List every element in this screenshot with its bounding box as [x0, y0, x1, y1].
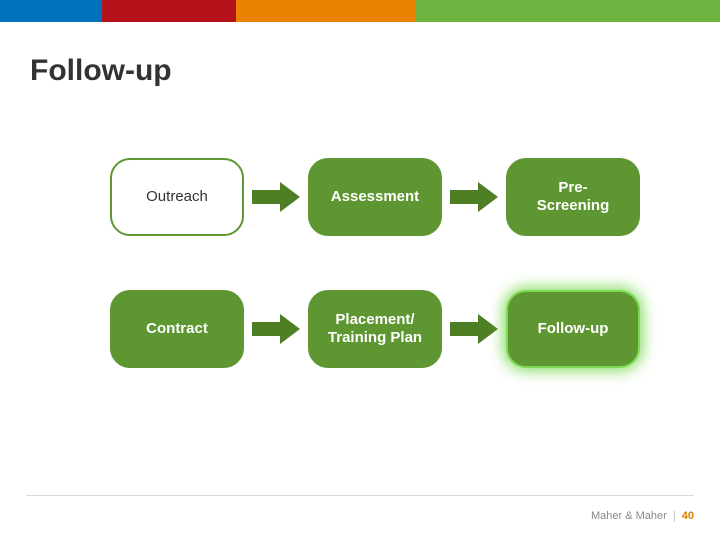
- node-followup: Follow-up: [506, 290, 640, 368]
- node-label: Assessment: [331, 188, 419, 206]
- footer-attribution: Maher & Maher: [591, 510, 667, 522]
- footer-separator: |: [673, 510, 676, 522]
- arrow-right-icon: [450, 182, 498, 212]
- stripe-seg-blue: [0, 0, 102, 22]
- flow-row-2: Contract Placement/Training Plan Follow-…: [110, 290, 650, 368]
- page-number: 40: [682, 510, 694, 522]
- node-contract: Contract: [110, 290, 244, 368]
- arrow-1: [244, 182, 308, 212]
- node-label: Placement/Training Plan: [328, 311, 422, 347]
- arrow-2: [442, 182, 506, 212]
- arrow-4: [442, 314, 506, 344]
- arrow-right-icon: [450, 314, 498, 344]
- footer-divider: [26, 495, 694, 496]
- arrow-right-icon: [252, 314, 300, 344]
- flow-row-1: Outreach Assessment Pre-Screening: [110, 158, 650, 236]
- node-label: Follow-up: [538, 320, 609, 338]
- node-label: Pre-Screening: [537, 179, 610, 215]
- stripe-seg-green: [416, 0, 720, 22]
- footer: Maher & Maher | 40: [591, 510, 694, 522]
- top-stripe: [0, 0, 720, 22]
- arrow-3: [244, 314, 308, 344]
- page-title: Follow-up: [30, 54, 172, 88]
- process-flow: Outreach Assessment Pre-Screening Contra…: [110, 158, 650, 422]
- node-label: Contract: [146, 320, 208, 338]
- slide: Follow-up Outreach Assessment Pre-Screen…: [0, 0, 720, 540]
- node-prescreening: Pre-Screening: [506, 158, 640, 236]
- arrow-right-icon: [252, 182, 300, 212]
- node-assessment: Assessment: [308, 158, 442, 236]
- node-placement-plan: Placement/Training Plan: [308, 290, 442, 368]
- stripe-seg-red: [102, 0, 236, 22]
- node-outreach: Outreach: [110, 158, 244, 236]
- node-label: Outreach: [146, 188, 208, 206]
- stripe-seg-orange: [236, 0, 416, 22]
